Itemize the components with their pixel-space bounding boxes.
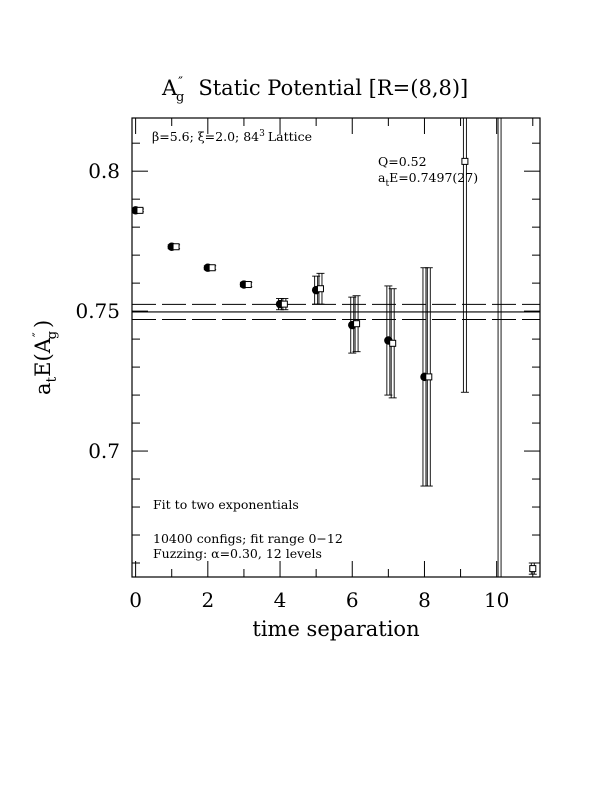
data-point-square [136, 206, 144, 214]
x-tick-label: 0 [129, 588, 142, 612]
ylabel-prefix-sub: t [44, 376, 60, 382]
lattice-base: 84 [243, 129, 259, 144]
x-tick-label: 4 [274, 588, 287, 612]
plot-frame [131, 117, 541, 578]
energy-annotation: atE=0.7497(27) [378, 170, 478, 189]
data-point-square [425, 373, 433, 381]
data-point-square [172, 243, 180, 251]
data-point-square [529, 565, 537, 573]
ylabel-suffix: ) [31, 320, 55, 328]
ylabel-main: E(A [31, 337, 55, 377]
x-tick-label: 6 [346, 588, 359, 612]
y-tick-label: 0.7 [88, 439, 120, 463]
energy-rest: E=0.7497(27) [389, 170, 478, 185]
data-point-square [353, 320, 361, 328]
axis-ticks [132, 118, 540, 577]
x-axis-label: time separation [252, 617, 419, 641]
title-irrep-prime: ″ [178, 75, 183, 90]
lattice-rest: Lattice [268, 129, 312, 144]
data-point-square [389, 339, 397, 347]
q-annotation: Q=0.52 [378, 154, 427, 169]
chart-title: A″ g Static Potential [R=(8,8)] [161, 75, 468, 105]
data-point-square [244, 281, 252, 289]
lattice-annotation: β=5.6; ξ=2.0; 843 Lattice [152, 129, 312, 144]
x-tick-label: 8 [418, 588, 431, 612]
data-point-square [208, 264, 216, 272]
x-tick-label: 10 [484, 588, 509, 612]
data-layer [131, 118, 537, 577]
fuzzing-note: Fuzzing: α=0.30, 12 levels [153, 546, 322, 561]
ylabel-prime: ″ [31, 332, 46, 337]
ylabel-sub: g [45, 331, 60, 339]
y-tick-label: 0.8 [88, 159, 120, 183]
title-irrep: A [161, 76, 178, 100]
xi-text: ξ=2.0; [198, 129, 239, 144]
configs-note: 10400 configs; fit range 0−12 [153, 531, 343, 546]
title-text: Static Potential [R=(8,8)] [198, 76, 468, 100]
title-irrep-sub: g [176, 90, 184, 105]
beta-text: β=5.6; [152, 129, 194, 144]
energy-prefix: a [378, 170, 386, 185]
y-axis-label: atE(A″g) [31, 320, 60, 395]
y-tick-label: 0.75 [75, 299, 120, 323]
x-tick-label: 2 [201, 588, 214, 612]
fit-note: Fit to two exponentials [153, 497, 299, 512]
x-tick-labels: 0 2 4 6 8 10 [129, 588, 509, 612]
ylabel-prefix: a [31, 382, 55, 395]
data-point-square [280, 300, 288, 308]
lattice-exp: 3 [259, 129, 265, 139]
data-point-square [316, 285, 324, 293]
energy-sub: t [385, 179, 389, 189]
y-tick-labels: 0.7 0.75 0.8 [75, 159, 120, 463]
data-point-square [461, 157, 469, 165]
fit-band [132, 303, 540, 321]
